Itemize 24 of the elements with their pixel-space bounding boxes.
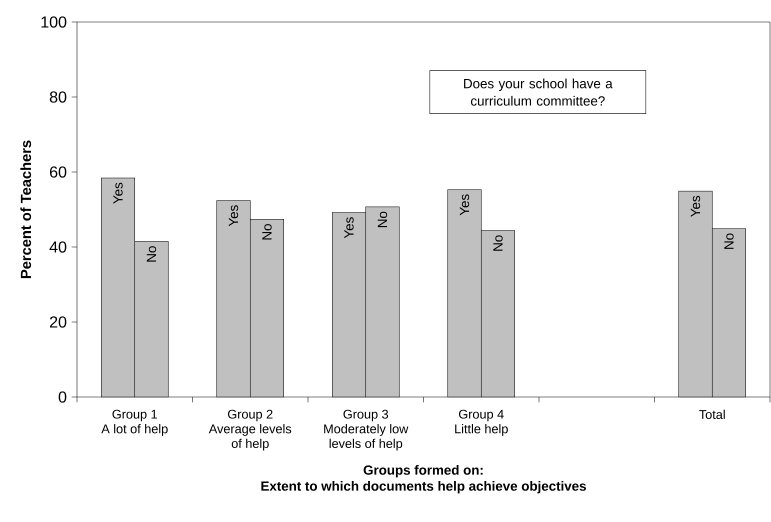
x-tick-label: Group 3 Moderately low levels of help — [324, 410, 408, 451]
text: Yes — [460, 194, 470, 216]
text: No — [724, 233, 734, 249]
text: Yes — [690, 196, 700, 217]
x-tick-label: Group 1 A lot of help — [101, 410, 168, 436]
text: Yes — [344, 217, 354, 238]
y-tick-label: 40 — [50, 241, 66, 253]
x-axis-title: Groups formed on: Extent to which documents help achieve objectives — [261, 465, 586, 494]
x-tick-label: Total — [699, 410, 725, 420]
series-label: No — [146, 246, 156, 262]
y-tick-label: 100 — [41, 16, 66, 28]
text: No — [378, 212, 388, 228]
y-axis-title: Percent of Teachers — [20, 140, 32, 278]
text: Yes — [113, 182, 123, 204]
x-tick-label: Group 2 Average levels of help — [208, 410, 292, 451]
y-tick-label: 0 — [58, 391, 66, 403]
y-tick-label: 20 — [50, 316, 66, 328]
text: No — [262, 224, 272, 240]
y-tick-label: 60 — [50, 166, 66, 178]
series-label: Yes — [228, 205, 238, 226]
x-tick-label: Group 4 Little help — [455, 410, 508, 436]
y-tick-label: 80 — [50, 91, 66, 103]
text: No — [493, 235, 503, 251]
annotation: Does your school have a curriculum committee? — [464, 78, 613, 106]
